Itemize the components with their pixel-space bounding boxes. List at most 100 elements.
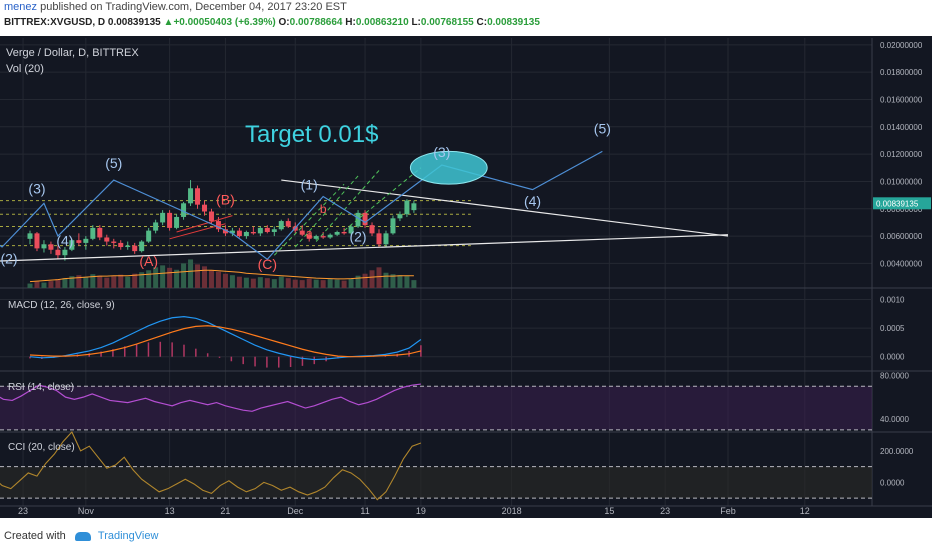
y-tick-label: 0.00400000 [880, 259, 923, 268]
volume-bar [34, 281, 40, 288]
volume-bar [306, 278, 312, 288]
wave-label: a [306, 226, 313, 240]
volume-bar [208, 270, 214, 288]
cci-pane[interactable] [0, 431, 872, 501]
volume-bar [174, 269, 180, 288]
candle-body [27, 233, 33, 239]
candle-body [222, 229, 228, 234]
macd-pane[interactable] [29, 316, 422, 368]
up-arrow-icon: ▲ [163, 17, 174, 28]
y-tick-label: 0.02000000 [880, 41, 923, 50]
macd-y-tick-label: 0.0005 [880, 324, 905, 333]
rsi-y-tick-label: 40.0000 [880, 415, 909, 424]
candle-body [62, 249, 68, 256]
channel-line [343, 167, 422, 232]
rsi-title: RSI (14, close) [8, 382, 74, 393]
open-label: O: [278, 17, 290, 28]
x-axis[interactable]: 23 Nov 13 21 Dec 11 19 2018 15 23 Feb 12 [18, 506, 810, 516]
volume-bar [320, 280, 326, 288]
volume-bar [250, 278, 256, 288]
candle-body [390, 218, 396, 234]
volume-bar [146, 270, 152, 288]
author-link[interactable]: menez [4, 1, 38, 13]
low-value: 0.00768155 [420, 17, 474, 28]
x-tick-label: 23 [660, 506, 670, 516]
volume-bar [222, 273, 228, 288]
wave-label: (5) [594, 121, 611, 137]
wave-label: (5) [105, 155, 122, 171]
chart-canvas[interactable]: )(C)(1)(2)(3)(4)(5)(A)(B)(C)(1)ba(2)(3)(… [0, 36, 932, 520]
candle-body [34, 233, 40, 249]
candle-body [348, 226, 354, 234]
volume-bar [83, 277, 89, 288]
close-label: C: [476, 17, 488, 28]
x-tick-label: Dec [287, 506, 304, 516]
target-annotation: Target 0.01$ [245, 121, 378, 148]
last-price: 0.00839135 [107, 17, 161, 28]
volume-bar [125, 276, 131, 288]
candle-body [111, 241, 117, 243]
volume-bar [153, 267, 159, 288]
last-price-tag [873, 197, 931, 210]
candle-body [208, 211, 214, 222]
candle-body [236, 230, 242, 237]
candle-body [411, 203, 417, 211]
volume-bar [132, 273, 138, 288]
volume-bar [167, 267, 173, 288]
tradingview-link[interactable]: TradingView [97, 530, 159, 542]
volume-bar [404, 276, 410, 288]
target-ellipse [409, 150, 488, 185]
volume-bar [313, 279, 319, 288]
wave-label: (1) [301, 177, 318, 193]
candle-body [299, 230, 305, 235]
candle-body [132, 245, 138, 252]
x-tick-label: 12 [800, 506, 810, 516]
macd-y-tick-label: 0.0010 [880, 295, 905, 304]
rsi-pane[interactable] [0, 383, 872, 431]
volume-bar [181, 263, 187, 288]
volume-bar [334, 279, 340, 288]
y-axis[interactable]: 0.02000000 0.01800000 0.01600000 0.01400000… [873, 41, 931, 488]
volume-bar [397, 275, 403, 288]
volume-bar [264, 278, 270, 288]
publish-text: published on TradingView.com, December 0… [40, 1, 347, 13]
x-tick-label: 19 [416, 506, 426, 516]
correction-channel-line [176, 215, 233, 233]
y-tick-label: 0.01200000 [880, 150, 923, 159]
candle-body [229, 230, 235, 234]
wave-label: (4) [524, 193, 541, 209]
macd-y-tick-label: 0.0000 [880, 353, 905, 362]
candle-body [90, 227, 96, 239]
price-change: +0.00050403 (+6.39%) [173, 17, 276, 28]
low-label: L: [411, 17, 421, 28]
volume-bar [160, 265, 166, 288]
rsi-band-fill [0, 386, 872, 430]
candle-body [320, 236, 326, 238]
volume-bar [41, 282, 47, 288]
created-with-text: Created with [4, 530, 66, 542]
cci-band-fill [0, 466, 872, 499]
x-tick-label: 2018 [502, 506, 522, 516]
wave-label: (A) [139, 253, 158, 269]
volume-bar [271, 279, 277, 288]
price-pane[interactable]: )(C)(1)(2)(3)(4)(5)(A)(B)(C)(1)ba(2)(3)(… [0, 121, 729, 288]
candle-body [369, 225, 375, 234]
candle-body [48, 244, 54, 250]
volume-bar [97, 275, 103, 288]
candle-body [341, 231, 347, 234]
candle-body [250, 231, 256, 234]
ohlc-header: BITTREX:XVGUSD, D 0.00839135 ▲+0.0005040… [4, 17, 540, 28]
signal-line [29, 325, 422, 358]
y-tick-label: 0.01000000 [880, 177, 923, 186]
candle-body [174, 216, 180, 228]
cci-y-tick-label: 0.0000 [880, 478, 905, 487]
y-tick-label: 0.00600000 [880, 232, 923, 241]
candle-body [104, 237, 110, 242]
candle-body [383, 233, 389, 245]
candle-body [264, 227, 270, 232]
volume-bar [348, 278, 354, 288]
wave-label: (2) [349, 229, 366, 245]
wave-label: b [320, 202, 327, 216]
channel-line [315, 170, 380, 242]
volume-bar [292, 279, 298, 288]
